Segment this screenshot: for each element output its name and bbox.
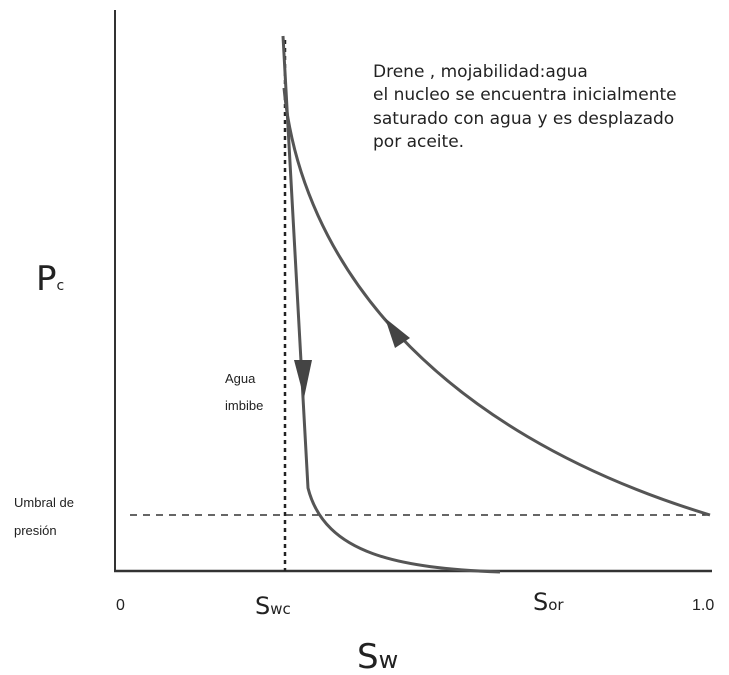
note-line: por aceite. [373,132,464,152]
note-line: Drene , mojabilidad:agua [373,62,588,82]
x-mark-sor: Sor [533,588,564,616]
label-base: P [36,259,57,299]
label-base: S [255,592,270,620]
label-sub: c [57,278,65,294]
label-base: S [533,588,548,616]
x-axis-label: Sw [357,637,398,675]
arrow-down [294,360,312,398]
label-sub: wc [270,600,291,618]
imbibition-curve [282,87,711,517]
x-mark-zero: 0 [116,597,125,614]
y-axis-label: Pc [36,259,64,299]
imbibition-label: Agua [225,371,256,386]
x-mark-swc: Swc [255,592,291,620]
label-sub: or [548,596,564,614]
imbibition-label: imbibe [225,398,263,413]
threshold-label: Umbral de [14,495,74,510]
label-sub: w [379,646,399,674]
arrow-up [385,318,410,348]
x-mark-one: 1.0 [692,597,714,614]
threshold-label: presión [14,523,57,538]
drainage-curve [281,35,501,574]
note-line: el nucleo se encuentra inicialmente [373,85,677,105]
note-line: saturado con agua y es desplazado [373,109,674,129]
label-base: S [357,637,379,675]
